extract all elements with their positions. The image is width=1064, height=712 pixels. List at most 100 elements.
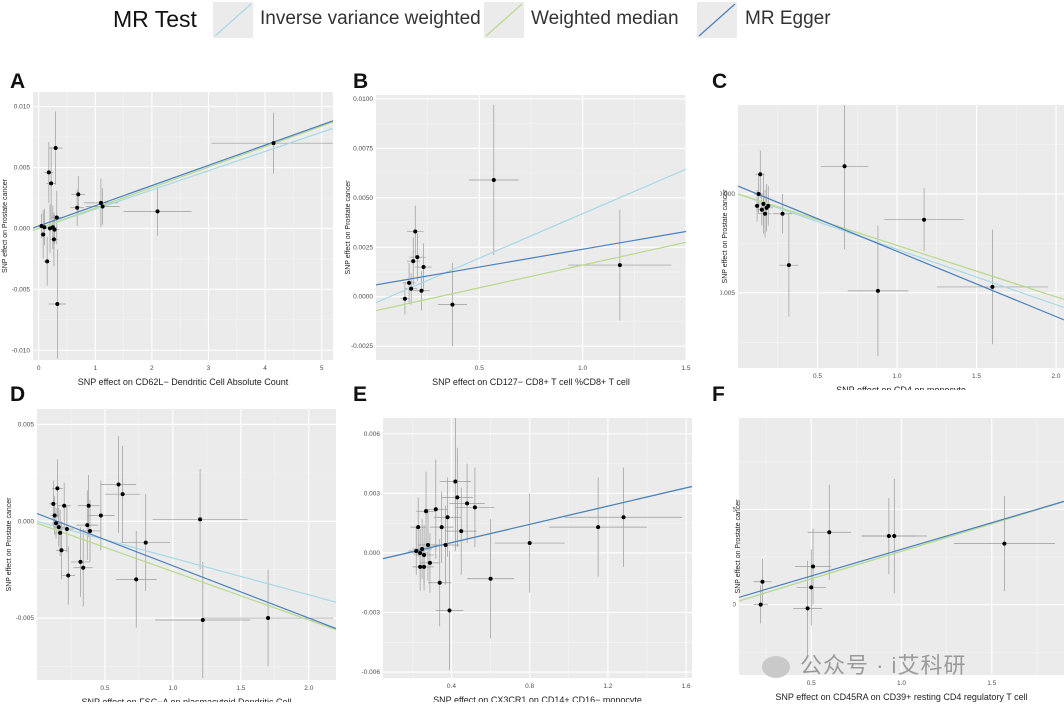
snp-point (100, 204, 105, 209)
snp-point (780, 211, 785, 216)
snp-point (447, 608, 452, 613)
chart-panel-d: 0.5 1.0 1.5 2.0 -0.005 0.000 0.005 SNP effect o… (0, 405, 340, 707)
x-tick-label: 1.0 (168, 685, 177, 692)
regression-line (383, 485, 692, 560)
snp-point (420, 546, 425, 551)
y-axis-label: SNP effect on Prostate cancer (722, 189, 729, 284)
x-axis-label: SNP effect on CD127− CD8+ T cell %CD8+ T… (432, 377, 630, 387)
legend-key-mr-egger (697, 2, 737, 38)
legend: MR Test Inverse variance weighted Weight… (0, 0, 1064, 42)
regression-line (738, 193, 1064, 309)
snp-point (52, 227, 57, 232)
snp-point (266, 616, 271, 621)
y-tick-label: 0.006 (364, 431, 381, 438)
snp-point (459, 529, 464, 534)
y-tick-label: 0.005 (18, 421, 35, 428)
y-tick-label: -0.005 (12, 286, 31, 293)
plot-area (33, 111, 333, 359)
snp-point (134, 577, 139, 582)
snp-point (85, 523, 90, 528)
legend-line-mr-egger (698, 3, 736, 37)
snp-point (758, 602, 763, 607)
snp-point (809, 585, 814, 590)
snp-point (422, 564, 427, 569)
x-tick-label: 1.5 (972, 373, 981, 380)
legend-title: MR Test (113, 6, 197, 32)
x-axis-label: SNP effect on FSC−A on plasmacytoid Dend… (81, 697, 291, 702)
regression-line (37, 520, 336, 603)
y-tick-label: 0.003 (364, 490, 381, 497)
legend-key-weighted-median (484, 2, 524, 38)
snp-point (414, 548, 419, 553)
x-tick-label: 0.5 (100, 685, 109, 692)
plot-area (37, 436, 336, 679)
legend-label-ivw: Inverse variance weighted (260, 8, 481, 29)
snp-point (445, 515, 450, 520)
snp-point (621, 515, 626, 520)
chart-svg: 0.5 1.0 1.5 2.0 -0.005 0.000 0.005 SNP effect o… (6, 409, 336, 707)
snp-point (62, 503, 67, 508)
snp-point (52, 513, 57, 518)
snp-point (200, 617, 205, 622)
snp-point (758, 172, 763, 177)
snp-point (415, 255, 420, 260)
y-tick-label: -0.0025 (351, 343, 373, 350)
snp-point (760, 579, 765, 584)
snp-point (875, 288, 880, 293)
panel-letter-c: C (712, 70, 728, 93)
snp-point (1002, 541, 1007, 546)
snp-point (805, 606, 810, 611)
x-tick-label: 0.5 (807, 680, 816, 687)
snp-point (55, 301, 60, 306)
snp-point (59, 548, 64, 553)
snp-point (86, 503, 91, 508)
y-tick-label: 0.000 (720, 191, 735, 198)
legend-label-mr-egger: MR Egger (745, 8, 831, 29)
chart-svg: 0.4 0.8 1.2 1.6 -0.006 -0.003 0.000 0.003 0.006 S… (362, 418, 692, 705)
y-tick-label: -0.005 (16, 615, 35, 622)
x-tick-label: 1 (93, 365, 97, 372)
x-tick-label: 1.5 (987, 680, 996, 687)
snp-point (56, 525, 61, 530)
y-tick-label: 0.0000 (353, 294, 373, 301)
snp-point (402, 296, 407, 301)
x-tick-label: 2.0 (1052, 373, 1061, 380)
snp-point (411, 259, 416, 264)
chart-svg: 0 1 2 3 4 5 -0.010 -0.005 0.000 0.005 0.010 SNP eff… (2, 92, 333, 387)
snp-point (472, 505, 477, 510)
snp-point (45, 259, 50, 264)
snp-point (425, 543, 430, 548)
snp-point (427, 560, 432, 565)
snp-point (827, 530, 832, 535)
snp-point (54, 215, 59, 220)
y-tick-label: 0.010 (14, 104, 31, 111)
snp-point (433, 507, 438, 512)
y-tick-label: -0.005 (720, 290, 735, 297)
x-tick-label: 1.2 (603, 683, 612, 690)
snp-point (443, 543, 448, 548)
snp-point (419, 288, 424, 293)
watermark-text: 公众号 · i艾科研 (800, 653, 967, 678)
y-tick-label: 0.0075 (353, 145, 373, 152)
snp-point (76, 192, 81, 197)
snp-point (842, 164, 847, 169)
snp-point (990, 284, 995, 289)
x-axis-label: SNP effect on CX3CR1 on CD14+ CD16− mono… (433, 695, 642, 702)
y-axis-label: SNP effect on Prostate cancer (2, 178, 9, 273)
y-axis-label: SNP effect on Prostate cancer (6, 497, 13, 592)
snp-point (413, 229, 418, 234)
snp-point (892, 534, 897, 539)
snp-point (75, 205, 80, 210)
snp-point (51, 501, 56, 506)
watermark: 公众号 · i艾科研 (762, 648, 966, 680)
y-axis-label: SNP effect on Prostate cancer (735, 499, 742, 594)
snp-point (81, 565, 86, 570)
legend-line-ivw (214, 3, 252, 37)
y-tick-label: -0.010 (12, 347, 31, 354)
chart-panel-b: 0.5 1.0 1.5 -0.0025 0.0000 0.0025 0.0050 0.0075… (343, 90, 698, 390)
x-tick-label: 0.8 (525, 683, 534, 690)
snp-point (418, 564, 423, 569)
y-tick-label: -0.003 (362, 610, 381, 617)
legend-key-ivw (213, 2, 253, 38)
